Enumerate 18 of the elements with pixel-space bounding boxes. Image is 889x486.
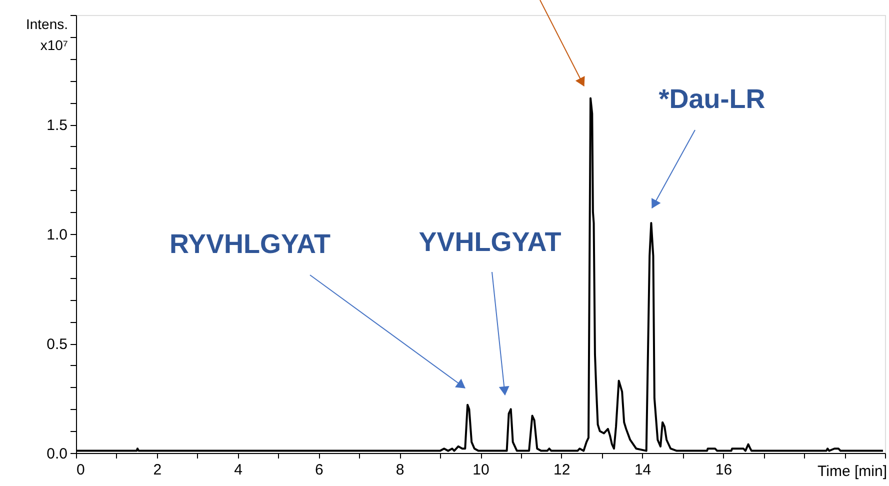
x-tick-label: 10 [472,462,490,478]
x-tick-label: 14 [634,462,652,478]
x-tick-label: 8 [396,462,404,478]
y-tick-label: 0.5 [46,336,68,353]
annotation: RYVHLGYAT [169,229,332,259]
x-axis-title: Time [min] [818,463,887,480]
y-tick-label: 0.0 [46,446,68,462]
x-tick-label: 4 [234,462,242,478]
annotation: YVHLGYAT [418,227,562,257]
y-tick-label: 1.5 [46,117,68,134]
y-tick-label: 1.0 [46,226,68,244]
x-tick-label: 6 [315,462,324,478]
x-tick-label: 12 [554,462,570,478]
x-tick-label: 2 [153,462,162,478]
x-tick-label: 0 [76,462,85,478]
y-axis-title: Intens. x10⁷ [26,16,68,53]
annotation: *Dau-LR [658,84,766,114]
x-tick-label: 16 [715,462,732,478]
